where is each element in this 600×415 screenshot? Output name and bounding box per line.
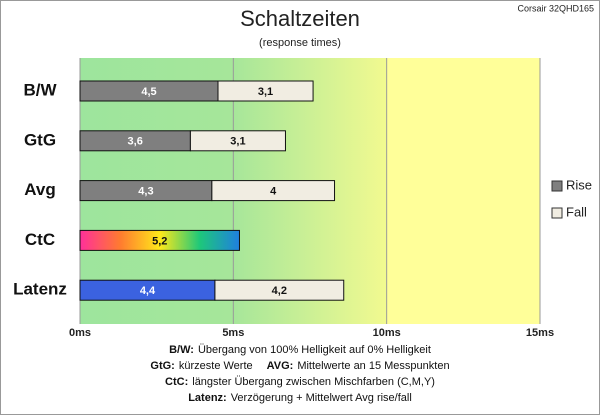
legend-swatch [551,207,563,219]
data-label: 4,3 [138,186,153,198]
data-label: 3,1 [258,86,273,98]
bar-segment [211,180,336,202]
y-tick-label: B/W [23,80,57,99]
y-tick-label: Latenz [13,280,67,299]
x-tick-label: 5ms [222,327,244,339]
legend-swatch [551,180,563,192]
y-tick-label: CtC [25,230,55,249]
note-key: B/W: [169,344,194,356]
note: B/W: Übergang von 100% Helligkeit auf 0% … [169,344,431,356]
note-text: längster Übergang zwischen Mischfarben (… [192,376,435,388]
data-label: 4,4 [140,285,156,297]
y-tick-label: GtG [24,130,56,149]
note-key: AVG: [267,360,294,372]
bar-segment [217,80,314,102]
data-label: 3,1 [230,136,245,148]
chart-title: Schaltzeiten [240,6,360,31]
bar-segment [214,279,345,301]
data-label: 4,5 [141,86,156,98]
data-label: 4 [270,186,277,198]
bar-segment [189,130,286,152]
note: Latenz: Verzögerung + Mittelwert Avg rise… [188,392,412,404]
bar-segment [79,229,240,251]
x-tick-label: 15ms [526,327,554,339]
note: CtC: längster Übergang zwischen Mischfarb… [165,376,435,388]
note-text: Übergang von 100% Helligkeit auf 0% Hell… [198,344,431,356]
note-key: CtC: [165,376,188,388]
note-key: Latenz: [188,392,227,404]
legend-label: Rise [566,177,592,192]
note: GtG: kürzeste Werte AVG: Mittelwerte an 15 … [150,360,449,372]
data-label: 3,6 [128,136,143,148]
chart-subtitle: (response times) [259,37,341,49]
x-tick-label: 10ms [373,327,401,339]
data-label: 4,2 [272,285,287,297]
legend-label: Fall [566,204,587,219]
data-label: 5,2 [152,235,167,247]
note-text: Verzögerung + Mittelwert Avg rise/fall [231,392,412,404]
note-key: GtG: [150,360,174,372]
note-text: kürzeste Werte [179,360,253,372]
x-tick-label: 0ms [69,327,91,339]
corner-note: Corsair 32QHD165 [517,3,594,13]
note-text: Mittelwerte an 15 Messpunkten [297,360,449,372]
y-tick-label: Avg [24,180,56,199]
